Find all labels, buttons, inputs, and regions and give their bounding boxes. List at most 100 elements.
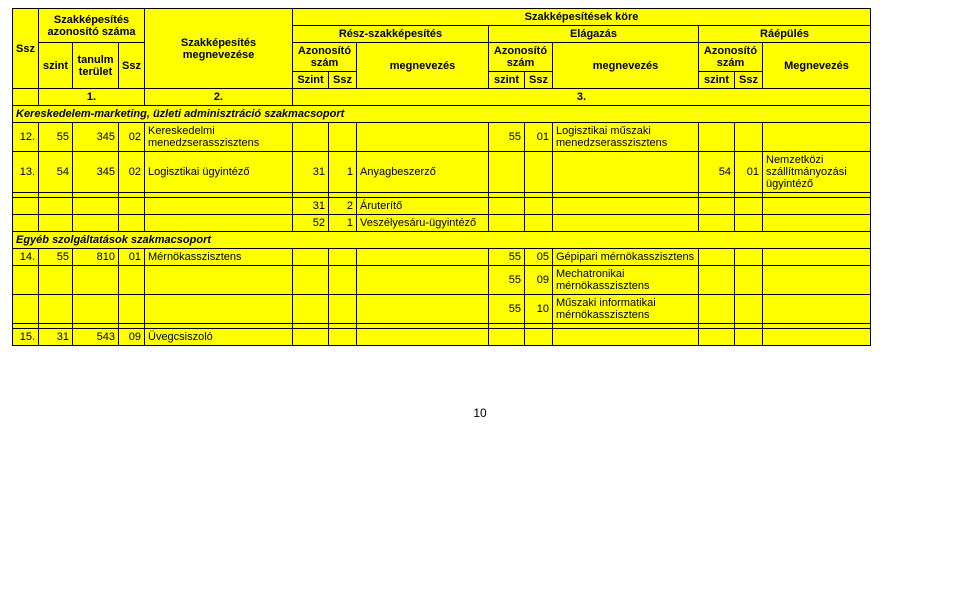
cell: Anyagbeszerző [357,152,489,193]
hdr-n1: 1. [39,89,145,106]
cell [145,215,293,232]
cell [735,198,763,215]
cell [735,295,763,324]
table-row: 13. 54 345 02 Logisztikai ügyintéző 31 1… [13,152,871,193]
cell [329,249,357,266]
cell [763,123,871,152]
table-row: 15. 31 543 09 Üvegcsiszoló [13,329,871,346]
cell [553,198,699,215]
hdr-ra-ssz: Ssz [735,72,763,89]
cell [119,215,145,232]
cell [735,249,763,266]
cell [145,198,293,215]
cell [39,215,73,232]
cell [357,123,489,152]
cell: 09 [119,329,145,346]
cell [357,329,489,346]
cell [73,198,119,215]
table-row: 14. 55 810 01 Mérnökasszisztens 55 05 Gé… [13,249,871,266]
cell [763,215,871,232]
cell [329,329,357,346]
cell [699,123,735,152]
hdr-e-szint: szint [489,72,525,89]
cell: 13. [13,152,39,193]
cell [735,215,763,232]
cell: 1 [329,152,357,193]
hdr-top-span: Szakképesítések köre [293,9,871,26]
page-number: 10 [0,406,960,420]
cell [553,329,699,346]
hdr-r-ssz: Ssz [329,72,357,89]
qualifications-table: Ssz Szakképesítés azonosító száma Szakké… [12,8,871,346]
cell [39,295,73,324]
cell: 345 [73,152,119,193]
cell: 54 [699,152,735,193]
cell [699,329,735,346]
cell [13,198,39,215]
cell [525,215,553,232]
page: Ssz Szakképesítés azonosító száma Szakké… [0,0,960,346]
hdr-tanulm: tanulm terület [73,43,119,89]
cell [119,266,145,295]
cell [735,123,763,152]
cell [293,266,329,295]
cell [763,295,871,324]
cell [763,266,871,295]
hdr-ra-azonszam: Azonosító szám [699,43,763,72]
cell: 345 [73,123,119,152]
cell [489,215,525,232]
cell [489,152,525,193]
cell [293,295,329,324]
cell: Áruterítő [357,198,489,215]
cell [357,295,489,324]
cell [13,295,39,324]
cell: 10 [525,295,553,324]
cell: 52 [293,215,329,232]
table-row: 12. 55 345 02 Kereskedelmi menedzserassz… [13,123,871,152]
cell: 55 [39,249,73,266]
cell [763,249,871,266]
cell: 55 [39,123,73,152]
cell: 55 [489,249,525,266]
table-row: 55 10 Műszaki informatikai mérnökasszisz… [13,295,871,324]
hdr-megnevezese: Szakképesítés megnevezése [145,9,293,89]
hdr-resz: Rész-szakképesítés [293,26,489,43]
cell [525,329,553,346]
cell: Mechatronikai mérnökasszisztens [553,266,699,295]
cell: 2 [329,198,357,215]
cell: Műszaki informatikai mérnökasszisztens [553,295,699,324]
table-row: 31 2 Áruterítő [13,198,871,215]
cell [119,198,145,215]
hdr-e-ssz: Ssz [525,72,553,89]
cell [145,295,293,324]
cell: 15. [13,329,39,346]
cell [73,266,119,295]
cell [329,123,357,152]
cell: 543 [73,329,119,346]
cell [329,266,357,295]
cell: 31 [293,198,329,215]
cell: Kereskedelmi menedzserasszisztens [145,123,293,152]
cell [699,266,735,295]
hdr-ra-szint: szint [699,72,735,89]
cell: 01 [525,123,553,152]
cell [525,152,553,193]
cell: 31 [39,329,73,346]
cell: 09 [525,266,553,295]
cell [489,329,525,346]
cell: 02 [119,152,145,193]
hdr-ssz2: Ssz [119,43,145,89]
cell [293,249,329,266]
cell [293,329,329,346]
hdr-raep: Ráépülés [699,26,871,43]
hdr-r-azonszam: Azonosító szám [293,43,357,72]
cell [357,249,489,266]
cell [73,215,119,232]
cell [699,215,735,232]
cell [13,89,39,106]
table-row: 52 1 Veszélyesáru-ügyintéző [13,215,871,232]
hdr-r-megnev: megnevezés [357,43,489,89]
cell: 55 [489,123,525,152]
cell: 1 [329,215,357,232]
cell [553,215,699,232]
